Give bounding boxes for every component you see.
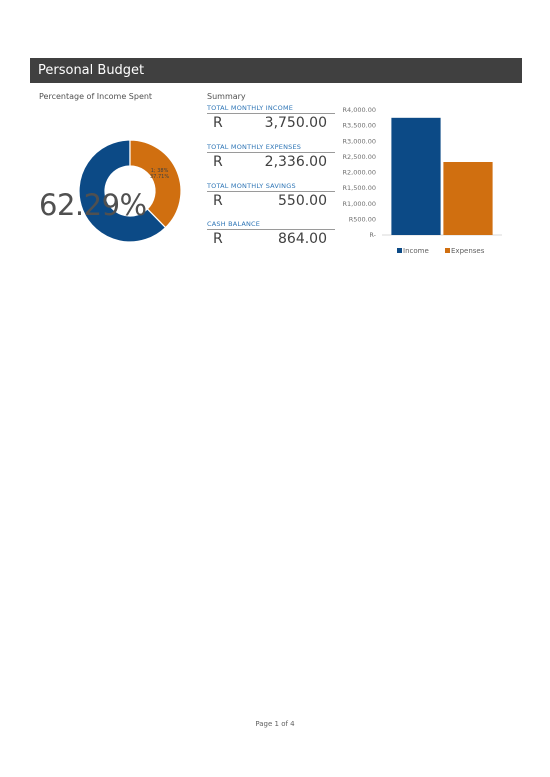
donut-slice [129, 139, 182, 229]
y-tick-label: R3,000.00 [343, 137, 376, 145]
y-tick-label: R4,000.00 [343, 106, 376, 114]
legend-label: Income [403, 247, 429, 255]
summary-expenses-currency: R [213, 154, 223, 170]
summary-savings-currency: R [213, 193, 223, 209]
page-number: Page 1 of 4 [255, 720, 295, 728]
y-tick-label: R1,000.00 [343, 200, 376, 208]
y-tick-label: R- [369, 231, 376, 239]
y-tick-label: R2,000.00 [343, 169, 376, 177]
summary-savings-value: 550.00 [278, 193, 327, 209]
y-tick-label: R500.00 [349, 215, 376, 223]
summary-cash-balance-value: 864.00 [278, 231, 327, 247]
summary-cash-balance: CASH BALANCE R 864.00 [207, 220, 335, 247]
y-tick-label: R3,500.00 [343, 122, 376, 130]
y-tick-label: R1,500.00 [343, 184, 376, 192]
summary-heading: Summary [207, 92, 246, 101]
bar-chart: R- R500.00 R1,000.00 R1,500.00 R2,000.00 R2,5… [343, 106, 502, 255]
summary-savings: TOTAL MONTHLY SAVINGS R 550.00 [207, 182, 335, 209]
summary-expenses-label: TOTAL MONTHLY EXPENSES [207, 143, 335, 153]
summary-income-currency: R [213, 115, 223, 131]
legend-label: Expenses [451, 247, 485, 255]
legend-swatch [397, 248, 402, 253]
legend-swatch [445, 248, 450, 253]
summary-income: TOTAL MONTHLY INCOME R 3,750.00 [207, 104, 335, 131]
summary-expenses-value: 2,336.00 [264, 154, 327, 170]
donut-slice-label-line2: 37.71% [150, 174, 170, 180]
summary-savings-label: TOTAL MONTHLY SAVINGS [207, 182, 335, 192]
summary-expenses: TOTAL MONTHLY EXPENSES R 2,336.00 [207, 143, 335, 170]
summary-income-value: 3,750.00 [264, 115, 327, 131]
bar-income [391, 117, 441, 235]
donut-slice-label: 1; 38% 37.71% [150, 168, 169, 180]
donut-slice-label-line1: 1; 38% [150, 168, 169, 174]
donut-heading: Percentage of Income Spent [39, 92, 153, 101]
summary-income-label: TOTAL MONTHLY INCOME [207, 104, 335, 114]
y-tick-label: R2,500.00 [343, 153, 376, 161]
bar-expenses [443, 162, 493, 235]
percent-spent-value: 62.29% [39, 188, 147, 222]
donut-slice [78, 139, 167, 243]
page-title: Personal Budget [30, 58, 522, 83]
donut-chart [78, 139, 182, 243]
summary-cash-balance-currency: R [213, 231, 223, 247]
summary-cash-balance-label: CASH BALANCE [207, 220, 335, 230]
